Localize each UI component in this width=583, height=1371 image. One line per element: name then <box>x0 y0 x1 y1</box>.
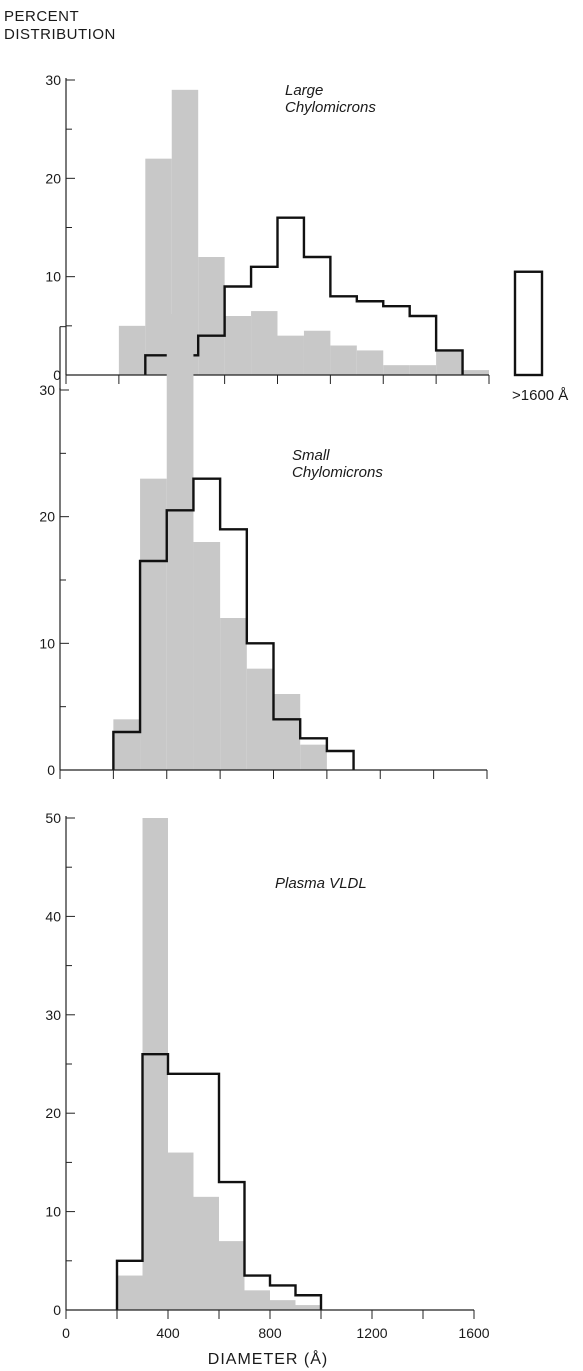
panel-title: Large Chylomicrons <box>285 82 376 116</box>
x-tick-label: 0 <box>62 1325 70 1341</box>
panel-title-line2: Chylomicrons <box>292 464 383 481</box>
y-tick-label: 10 <box>39 635 55 651</box>
panel-title-line2: Chylomicrons <box>285 99 376 116</box>
shaded-bar <box>246 668 274 770</box>
panel-plasma-vldl: 0 10 20 30 40 50 0 400 800 1200 1600 Plasma VLDL <box>45 810 489 1341</box>
y-tick-label: 30 <box>45 72 61 88</box>
y-tick-label: 30 <box>45 1007 61 1023</box>
shaded-bar <box>140 478 167 770</box>
inset-bar-label: >1600 Å <box>512 387 568 404</box>
shaded-bar <box>356 350 384 375</box>
panel-title-line1: Small <box>292 447 330 464</box>
y-tick-label: 50 <box>45 810 61 826</box>
y-tick-label: 0 <box>53 1302 61 1318</box>
shaded-bar <box>383 365 410 375</box>
shaded-bar <box>118 325 146 375</box>
y-tick-label: 10 <box>45 269 61 285</box>
y-tick-label: 20 <box>45 170 61 186</box>
y-tick-label: 40 <box>45 908 61 924</box>
shaded-bar <box>270 1300 296 1310</box>
shaded-bar <box>273 694 301 770</box>
panel-small-chylomicrons: 0 10 20 30 Small Chylomicrons <box>39 314 488 779</box>
outline-series-line <box>112 477 355 770</box>
shaded-bar <box>220 618 247 770</box>
shaded-bar <box>251 311 278 375</box>
shaded-bar <box>300 744 327 770</box>
shaded-bar <box>330 345 357 375</box>
y-tick-label: 10 <box>45 1204 61 1220</box>
shaded-bar <box>113 719 141 770</box>
shaded-bar <box>295 1305 321 1310</box>
x-tick-label: 1600 <box>458 1325 489 1341</box>
outline-series-line <box>144 216 464 375</box>
shaded-bar <box>462 370 489 375</box>
x-axis-title: DIAMETER (Å) <box>208 1349 328 1368</box>
shaded-bar <box>409 365 437 375</box>
shaded-bar <box>168 1152 194 1310</box>
y-axis-title-line1: PERCENT <box>4 8 80 25</box>
inset-over-1600: >1600 Å <box>512 270 568 404</box>
shaded-bar <box>198 257 225 375</box>
x-tick-label: 1200 <box>356 1325 387 1341</box>
panel-large-chylomicrons: 0 10 20 30 Large Chylomicrons <box>45 72 490 384</box>
panel-title: Plasma VLDL <box>275 875 367 892</box>
y-axis-title-line2: DISTRIBUTION <box>4 26 116 43</box>
panel-title: Small Chylomicrons <box>292 447 383 481</box>
shaded-bar <box>244 1290 270 1310</box>
y-tick-label: 0 <box>47 762 55 778</box>
y-axis-title: PERCENT DISTRIBUTION <box>4 8 116 44</box>
panel-title-line1: Large <box>285 82 323 99</box>
y-tick-label: 0 <box>53 367 61 383</box>
y-tick-label: 20 <box>45 1105 61 1121</box>
y-tick-label: 20 <box>39 509 55 525</box>
x-tick-label: 800 <box>258 1325 282 1341</box>
shaded-bar <box>436 350 463 375</box>
shaded-bar <box>193 1196 219 1310</box>
shaded-bar <box>193 542 221 770</box>
x-tick-label: 400 <box>156 1325 180 1341</box>
shaded-bar <box>166 314 194 770</box>
shaded-bar <box>117 1275 143 1310</box>
shaded-bar <box>277 335 304 375</box>
y-tick-label: 30 <box>39 382 55 398</box>
shaded-bar <box>224 316 252 375</box>
outline-series-line <box>115 1052 323 1310</box>
shaded-bar <box>303 330 331 375</box>
shaded-bar <box>142 818 168 1310</box>
inset-bar <box>513 270 544 377</box>
shaded-bar <box>219 1241 245 1310</box>
